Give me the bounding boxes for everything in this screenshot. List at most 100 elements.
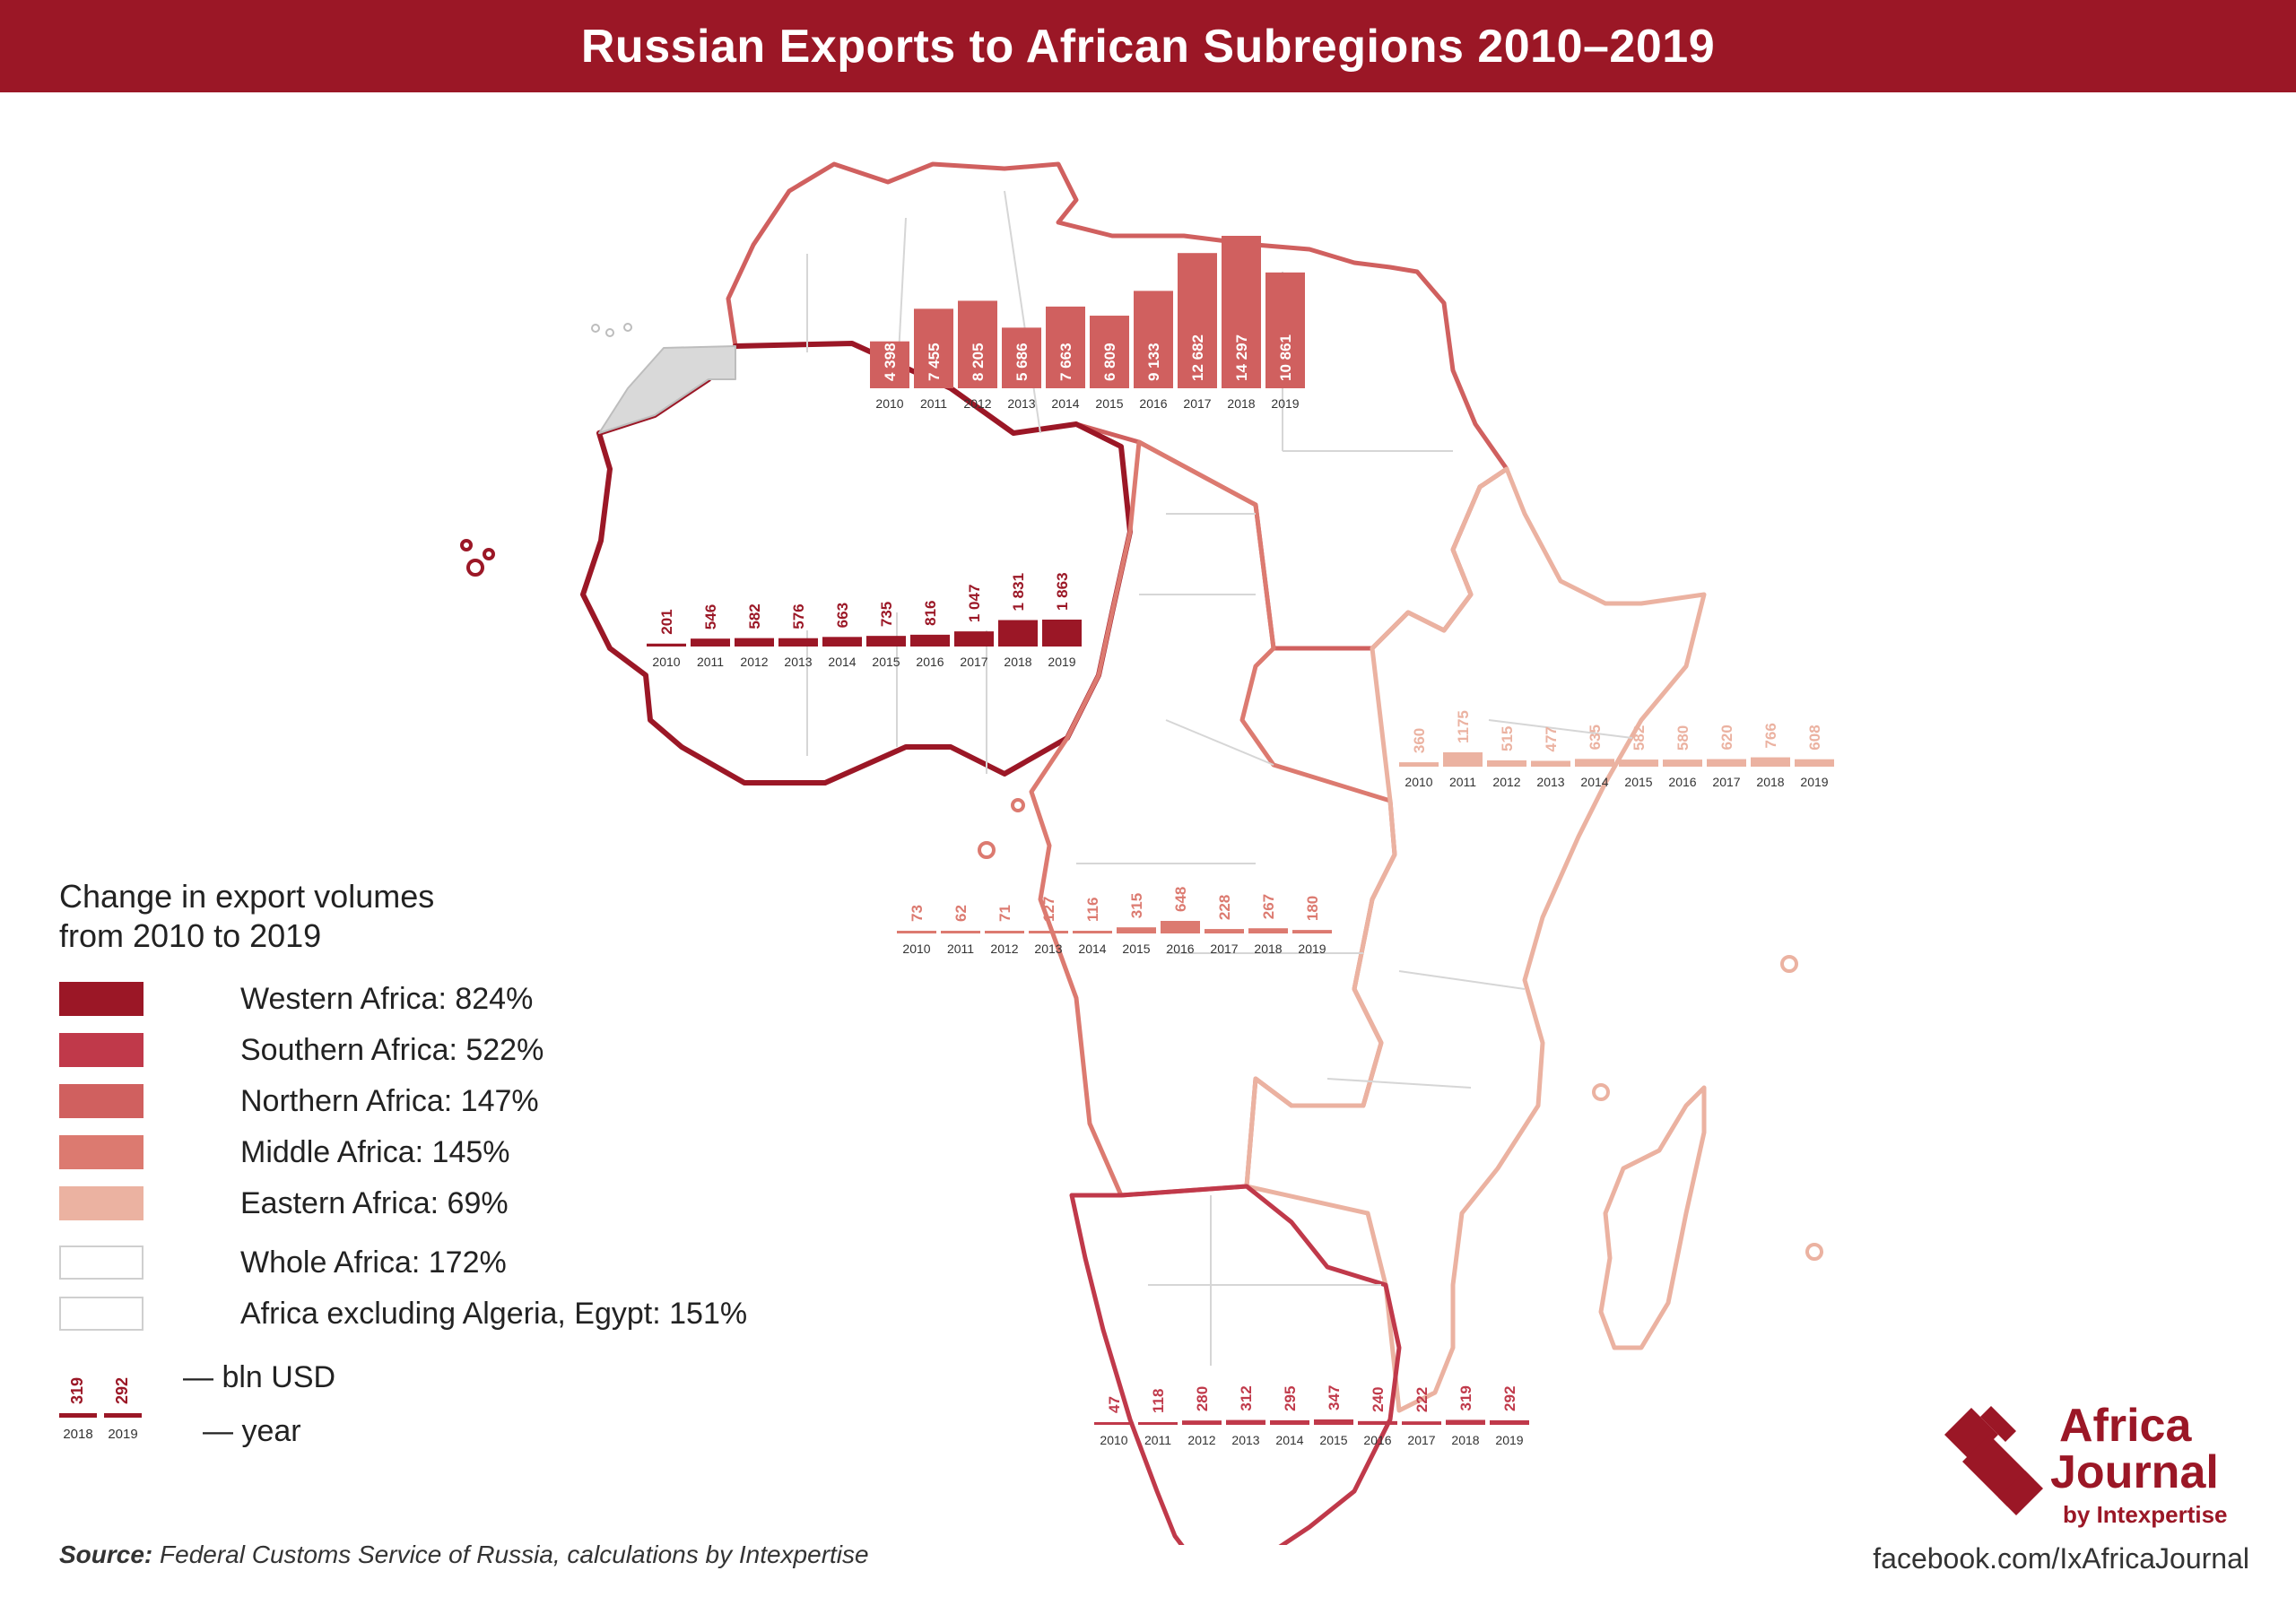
year-label: 2015 — [1122, 942, 1150, 956]
bar — [1182, 1420, 1222, 1425]
year-label: 2018 — [1004, 655, 1031, 669]
value-label: 280 — [1194, 1386, 1211, 1411]
value-label: 582 — [746, 603, 763, 629]
key-value-label: — bln USD — [183, 1360, 336, 1394]
bar — [1094, 1422, 1134, 1425]
value-label: 608 — [1806, 725, 1823, 750]
bar — [1138, 1422, 1178, 1425]
year-label: 2016 — [1166, 942, 1194, 956]
bar — [1358, 1420, 1397, 1425]
year-label: 2018 — [1227, 396, 1255, 411]
year-label: 2011 — [1449, 775, 1476, 789]
value-label: 228 — [1216, 895, 1233, 920]
year-label: 2015 — [872, 655, 900, 669]
bar — [1117, 927, 1156, 933]
value-label: 295 — [1282, 1386, 1299, 1411]
africa-journal-logo — [1944, 1406, 2043, 1515]
key-year-label: — year — [203, 1414, 301, 1448]
value-label: 12 682 — [1189, 334, 1206, 381]
value-label: 4 398 — [882, 343, 899, 381]
source-text: Federal Customs Service of Russia, calcu… — [160, 1541, 869, 1568]
value-label: 1 831 — [1010, 573, 1027, 612]
year-label: 2017 — [1712, 775, 1740, 789]
legend-item-eastern: Eastern Africa: 69% — [59, 1185, 509, 1221]
bar — [1446, 1419, 1485, 1425]
southern-africa-outline — [1069, 1184, 1402, 1545]
middle-africa-outline — [1029, 439, 1397, 1198]
year-label: 2019 — [1048, 655, 1075, 669]
bar — [1751, 757, 1790, 767]
value-label: 735 — [878, 602, 895, 627]
western-africa-outline — [580, 341, 1133, 785]
value-label: 515 — [1499, 726, 1516, 751]
value-label: 118 — [1150, 1389, 1167, 1413]
value-label: 1 863 — [1054, 572, 1071, 611]
bar — [1619, 759, 1658, 767]
legend-title: Change in export volumes from 2010 to 20… — [59, 877, 434, 956]
value-label: 14 297 — [1233, 334, 1250, 381]
year-label: 2010 — [875, 396, 903, 411]
value-label: 73 — [909, 905, 926, 922]
chart-northern-africa: 4 398 2010 7 455 2011 8 205 2012 5 686 2013 7 66… — [870, 236, 1305, 411]
year-label: 2019 — [1495, 1433, 1523, 1447]
year-label: 2011 — [1144, 1433, 1171, 1447]
year-label: 2010 — [902, 942, 930, 956]
year-label: 2014 — [1580, 775, 1608, 789]
value-label: 8 205 — [970, 343, 987, 381]
legend-key: 319 292 2018 2019 — [59, 1377, 142, 1442]
year-label: 2013 — [784, 655, 812, 669]
legend-label: Northern Africa: 147% — [240, 1083, 539, 1118]
value-label: 576 — [790, 603, 807, 629]
key-year-1: 2018 — [63, 1427, 92, 1442]
value-label: 1175 — [1455, 710, 1472, 743]
key-value-2: 292 — [113, 1377, 131, 1404]
value-label: 292 — [1501, 1386, 1518, 1411]
bar — [914, 308, 953, 388]
year-label: 2016 — [916, 655, 944, 669]
bar — [1073, 931, 1112, 933]
legend-swatch — [59, 1297, 144, 1331]
year-label: 2015 — [1319, 1433, 1347, 1447]
bar — [1487, 759, 1526, 767]
value-label: 620 — [1718, 725, 1735, 750]
value-label: 267 — [1260, 894, 1277, 919]
bar — [1531, 760, 1570, 767]
bar — [1399, 762, 1439, 767]
bar — [1314, 1419, 1353, 1425]
bar — [1270, 1419, 1309, 1425]
bar — [954, 631, 994, 647]
legend-item-excluding: Africa excluding Algeria, Egypt: 151% — [59, 1296, 747, 1332]
year-label: 2015 — [1095, 396, 1123, 411]
value-label: 47 — [1106, 1396, 1123, 1413]
year-label: 2019 — [1271, 396, 1299, 411]
logo-line3: by Intexpertise — [2063, 1501, 2228, 1528]
year-label: 2012 — [963, 396, 991, 411]
year-label: 2011 — [920, 396, 947, 411]
year-label: 2017 — [960, 655, 987, 669]
legend-label: Whole Africa: 172% — [240, 1245, 507, 1280]
value-label: 1 047 — [966, 585, 983, 623]
value-label: 546 — [702, 604, 719, 629]
legend-swatch — [59, 1186, 144, 1220]
year-label: 2010 — [1405, 775, 1432, 789]
bar — [1265, 272, 1305, 388]
africa-map: 4 398 2010 7 455 2011 8 205 2012 5 686 2013 7 66… — [460, 161, 1834, 1545]
bar — [866, 636, 906, 647]
year-label: 2010 — [652, 655, 680, 669]
source-label: Source: — [59, 1541, 153, 1568]
year-label: 2014 — [1051, 396, 1079, 411]
bar — [998, 620, 1038, 647]
bar — [1042, 620, 1082, 647]
year-label: 2016 — [1139, 396, 1167, 411]
value-label: 315 — [1128, 893, 1145, 918]
value-label: 816 — [922, 600, 939, 625]
value-label: 240 — [1370, 1386, 1387, 1411]
value-label: 71 — [996, 905, 1013, 922]
bar — [1707, 759, 1746, 767]
facebook-link[interactable]: facebook.com/IxAfricaJournal — [1873, 1542, 2249, 1575]
year-label: 2013 — [1536, 775, 1564, 789]
value-label: 648 — [1172, 887, 1189, 912]
bar — [958, 300, 997, 388]
value-label: 360 — [1411, 728, 1428, 753]
legend-swatch — [59, 1135, 144, 1169]
